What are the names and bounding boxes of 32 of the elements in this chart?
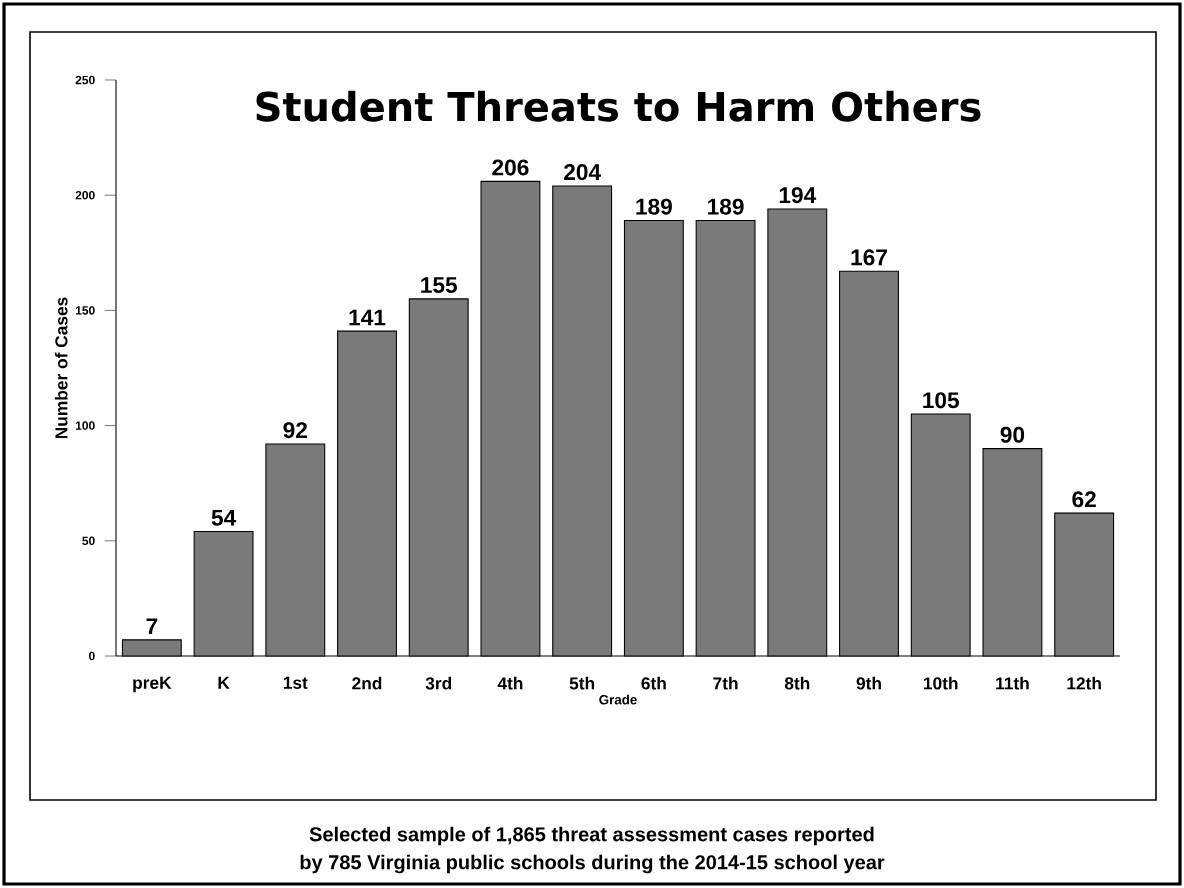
x-tick-label: 3rd (425, 676, 452, 690)
x-tick-label: 4th (497, 676, 523, 690)
data-label: 92 (283, 422, 307, 439)
x-tick-label: K (218, 676, 230, 689)
x-tick-label: preK (133, 676, 172, 693)
x-tick-label: 12th (1067, 676, 1101, 690)
x-tick-label: 9th (856, 676, 881, 690)
data-label: 167 (851, 249, 887, 266)
data-label: 90 (1000, 426, 1025, 443)
data-label: 194 (779, 187, 817, 204)
data-label: 62 (1072, 491, 1096, 508)
x-tick-label: 11th (996, 676, 1029, 690)
data-label: 7 (146, 618, 158, 635)
data-label: 189 (708, 198, 744, 215)
data-label: 54 (211, 509, 237, 526)
data-label: 105 (923, 392, 959, 409)
data-label: 189 (636, 198, 672, 215)
data-label: 204 (564, 164, 601, 181)
x-tick-label: 10th (923, 676, 958, 690)
x-tick-label: 6th (641, 676, 666, 690)
chart-title: Student Threats to Harm Others (256, 90, 981, 122)
x-tick-label: 1st (283, 676, 308, 689)
x-tick-label: 5th (569, 676, 595, 690)
data-label: 155 (421, 277, 457, 293)
y-axis-title: Number of Cases (54, 297, 68, 439)
data-label: 141 (349, 309, 386, 326)
x-tick-label: 2nd (352, 676, 382, 690)
text: Selected sample of 1,865 threat assessment cases reported (309, 826, 874, 846)
x-tick-label: 8th (784, 676, 810, 690)
text: by 785 Virginia public schools during the 2014-15 school year (300, 854, 885, 874)
data-label: 206 (492, 159, 529, 176)
x-tick-label: 7th (713, 676, 738, 690)
